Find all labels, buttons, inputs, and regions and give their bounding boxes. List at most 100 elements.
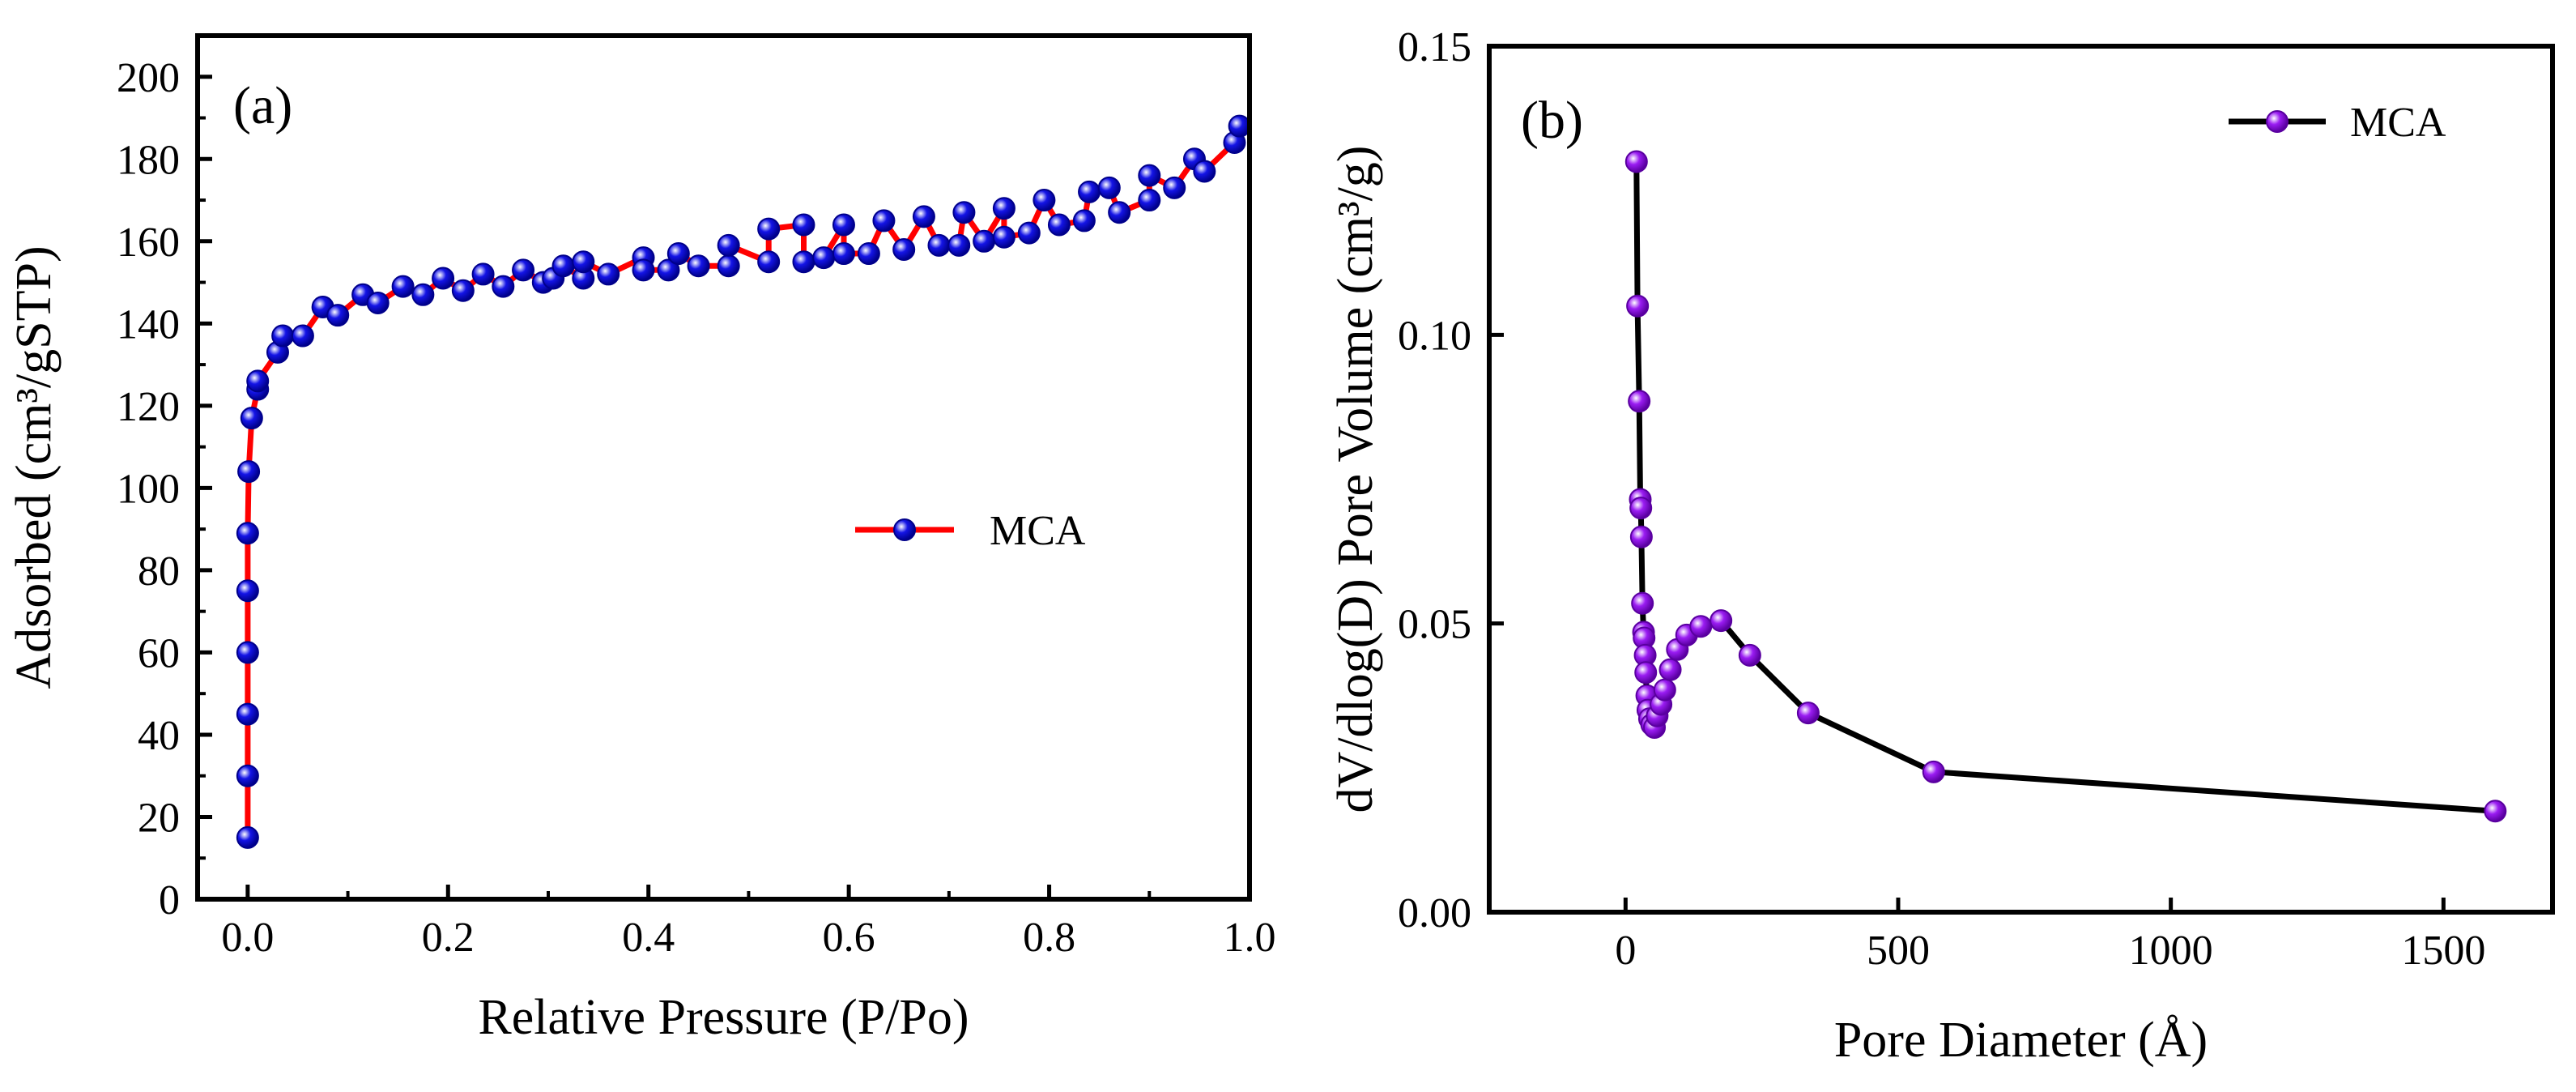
data-point: [1033, 189, 1056, 212]
y-tick-label: 0.00: [1398, 890, 1471, 936]
panel-b-pore-distribution: 0 500 1000 1500 0.00 0.05 0.10 0.15 (b) Pore Di…: [1328, 24, 2555, 1068]
data-point: [1078, 180, 1101, 203]
panel-b-legend-label: MCA: [2350, 100, 2446, 146]
data-point: [717, 233, 740, 257]
data-point: [1047, 213, 1071, 237]
data-point: [657, 258, 680, 282]
data-point: [927, 233, 951, 257]
data-point: [366, 291, 390, 314]
data-point: [792, 250, 815, 274]
x-tick-label: 500: [1867, 928, 1930, 974]
panel-b-legend: MCA: [2229, 100, 2446, 146]
data-point: [1193, 160, 1216, 183]
data-point: [271, 324, 295, 348]
panel-a-legend-label: MCA: [990, 508, 1086, 554]
data-point: [1072, 209, 1096, 232]
data-point: [236, 522, 259, 545]
x-tick-label: 1500: [2401, 928, 2485, 974]
data-point: [551, 254, 575, 278]
panel-a-y-axis-label: Adsorbed (cm³/gSTP): [6, 245, 62, 689]
data-point: [240, 407, 263, 430]
data-point: [492, 275, 515, 298]
data-point: [912, 205, 935, 228]
y-tick-label: 80: [138, 548, 180, 595]
panel-a-legend: MCA: [855, 508, 1086, 554]
data-point: [1922, 760, 1945, 783]
data-point: [2484, 800, 2507, 823]
data-point: [947, 233, 971, 257]
data-point: [1658, 658, 1682, 681]
data-point: [1017, 221, 1041, 245]
x-tick-label: 0.4: [622, 915, 675, 961]
data-point: [572, 250, 595, 274]
data-point: [992, 197, 1015, 220]
data-point: [451, 279, 475, 302]
panel-a-series-layer: [236, 114, 1251, 849]
data-point: [1163, 176, 1186, 199]
data-point: [812, 246, 836, 270]
series-line: [1633, 161, 2496, 814]
data-point: [1138, 189, 1161, 212]
panel-b-y-axis-label: dV/dlog(D) Pore Volume (cm³/g): [1328, 146, 1383, 813]
data-point: [1626, 294, 1650, 318]
data-point: [236, 641, 259, 664]
data-point: [1653, 678, 1676, 702]
data-point: [236, 764, 259, 787]
panel-b-label: (b): [1521, 91, 1583, 150]
data-point: [757, 250, 781, 274]
x-tick-label: 0.2: [422, 915, 475, 961]
data-point: [1228, 114, 1251, 138]
x-tick-label: 0: [1615, 928, 1636, 974]
data-point: [792, 213, 815, 237]
data-point: [1796, 702, 1820, 725]
data-point: [1710, 609, 1733, 633]
x-tick-label: 0.6: [823, 915, 875, 961]
panel-b-ticks-layer: 0 500 1000 1500 0.00 0.05 0.10 0.15: [1398, 24, 2485, 974]
data-point: [1629, 497, 1653, 520]
panel-b-x-axis-label: Pore Diameter (Å): [1834, 1013, 2208, 1068]
panel-a-x-axis-label: Relative Pressure (P/Po): [478, 990, 969, 1045]
y-tick-label: 60: [138, 630, 180, 676]
panel-b-legend-marker: [2266, 110, 2289, 133]
data-point: [246, 369, 270, 393]
data-point: [757, 217, 781, 241]
data-point: [1628, 390, 1651, 413]
data-point: [1108, 201, 1131, 224]
data-point: [992, 225, 1015, 249]
panel-a-plot-frame: [195, 33, 1252, 902]
panel-a-label: (a): [233, 76, 292, 135]
panel-a-ticks-layer: 0.0 0.2 0.4 0.6 0.8 1.0 0 20 40 60 80 100 120 140 160 1…: [117, 55, 1276, 961]
panel-b-plot-frame: [1487, 44, 2555, 915]
data-point: [512, 258, 535, 282]
y-tick-label: 0.05: [1398, 602, 1471, 648]
data-point: [597, 262, 620, 286]
data-point: [857, 242, 880, 266]
series-line: [245, 125, 1242, 838]
data-point: [632, 258, 655, 282]
panel-b-series-layer: [1624, 150, 2507, 823]
data-point: [687, 254, 710, 278]
y-tick-label: 180: [117, 137, 180, 183]
data-point: [1689, 615, 1713, 638]
y-tick-label: 40: [138, 713, 180, 759]
data-point: [1738, 643, 1761, 667]
data-point: [1631, 591, 1654, 615]
data-point: [1629, 525, 1653, 548]
data-point: [326, 304, 350, 327]
data-point: [236, 579, 259, 603]
y-tick-label: 0.10: [1398, 313, 1471, 359]
panel-a-legend-marker: [893, 518, 916, 541]
y-tick-label: 140: [117, 301, 180, 348]
data-point: [471, 262, 495, 286]
panel-a-isotherm: 0.0 0.2 0.4 0.6 0.8 1.0 0 20 40 60 80 100 120 140 160 1…: [6, 33, 1276, 1045]
data-point: [1624, 150, 1648, 173]
y-tick-label: 0.15: [1398, 24, 1471, 70]
x-tick-label: 1000: [2129, 928, 2213, 974]
data-point: [291, 324, 314, 348]
y-tick-label: 20: [138, 795, 180, 841]
data-point: [892, 237, 916, 261]
data-point: [952, 201, 976, 224]
x-tick-label: 0.0: [221, 915, 274, 961]
y-tick-label: 120: [117, 384, 180, 430]
